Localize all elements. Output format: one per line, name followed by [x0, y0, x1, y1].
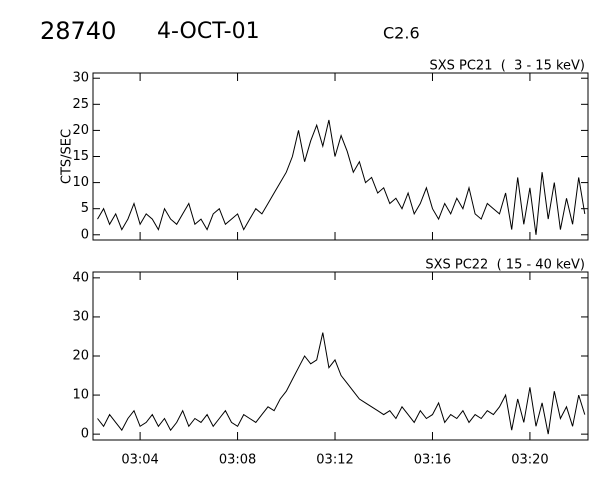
- y-tick-label: 40: [72, 270, 89, 285]
- y-tick-label: 25: [72, 97, 89, 112]
- y-tick-label: 5: [81, 201, 89, 216]
- x-tick-label: 03:20: [511, 453, 548, 468]
- x-tick-label: 03:12: [316, 453, 353, 468]
- x-tick-label: 03:08: [219, 453, 256, 468]
- y-tick-label: 0: [81, 427, 89, 442]
- y-tick-label: 0: [81, 227, 89, 242]
- y-tick-label: 20: [72, 349, 89, 364]
- y-tick-label: 10: [72, 388, 89, 403]
- event-id: 28740: [40, 17, 116, 45]
- y-tick-label: 30: [72, 71, 89, 86]
- y-tick-label: 10: [72, 175, 89, 190]
- panel-title: SXS PC22 ( 15 - 40 keV): [425, 258, 585, 273]
- flare-class: C2.6: [383, 24, 420, 43]
- y-axis-label: CTS/SEC: [60, 129, 75, 184]
- panel-title: SXS PC21 ( 3 - 15 keV): [429, 59, 585, 74]
- light-curve: [97, 119, 586, 235]
- x-tick-label: 03:16: [414, 453, 451, 468]
- y-tick-label: 15: [72, 149, 89, 164]
- y-tick-label: 20: [72, 123, 89, 138]
- light-curve: [97, 332, 586, 435]
- x-tick-label: 03:04: [121, 453, 158, 468]
- event-date: 4-OCT-01: [157, 19, 260, 44]
- y-tick-label: 30: [72, 309, 89, 324]
